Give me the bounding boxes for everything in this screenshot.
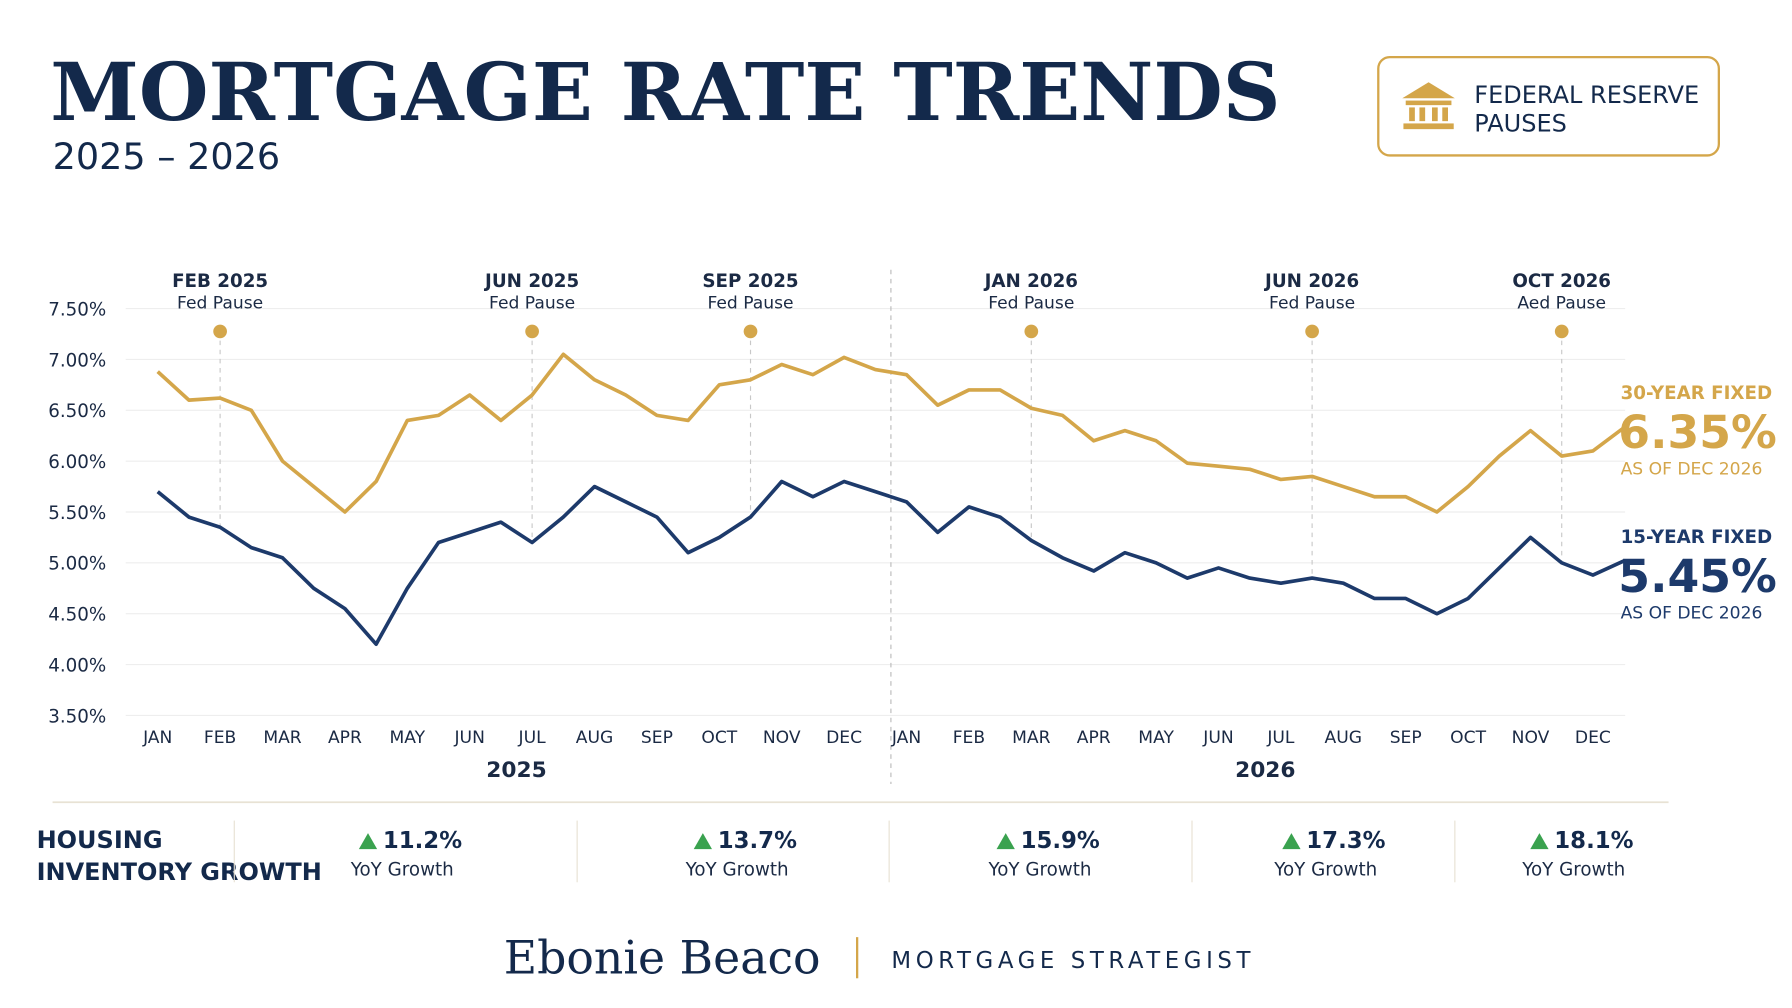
line [156, 352, 1626, 514]
y-tick-label: 5.00% [48, 554, 106, 575]
event-dot [743, 324, 758, 339]
inventory-value: 17.3% [1306, 828, 1385, 854]
x-tick-label: MAY [390, 728, 426, 748]
title: MORTGAGE RATE TRENDS [50, 45, 1280, 139]
badge-text: FEDERAL RESERVE [1474, 81, 1699, 109]
x-tick-label: JUL [1266, 728, 1295, 748]
x-tick-label: OCT [701, 728, 737, 748]
inventory-value: 18.1% [1554, 828, 1633, 854]
x-tick-label: APR [328, 728, 362, 748]
inventory-value: 15.9% [1021, 828, 1100, 854]
x-tick-label: APR [1077, 728, 1111, 748]
event-dot [1024, 324, 1039, 339]
x-tick-label: AUG [576, 728, 614, 748]
x-tick-label: DEC [826, 728, 862, 748]
y-tick-label: 4.50% [48, 605, 106, 626]
y-tick-label: 5.50% [48, 503, 106, 524]
footer-name: Ebonie Beaco [504, 932, 821, 985]
y-tick-label: 6.00% [48, 452, 106, 473]
callout-note: AS OF DEC 2026 [1621, 603, 1763, 623]
inventory-label: YoY Growth [988, 859, 1092, 880]
x-tick-label: FEB [953, 728, 985, 748]
event-sub: Fed Pause [177, 294, 263, 314]
x-tick-label: JUL [518, 728, 547, 748]
event-dot [1305, 324, 1319, 339]
event-sub: Fed Pause [707, 294, 793, 314]
x-tick-label: MAR [263, 728, 301, 748]
y-tick-label: 3.50% [48, 706, 106, 727]
y-tick-label: 7.00% [48, 350, 106, 371]
event-sub: Aed Pause [1517, 294, 1606, 314]
inventory-title: INVENTORY GROWTH [37, 858, 322, 886]
x-tick-label: FEB [204, 728, 236, 748]
up-arrow [693, 833, 712, 850]
event-label: JUN 2026 [1263, 271, 1359, 292]
event-label: JUN 2025 [483, 271, 579, 292]
up-arrow [1530, 833, 1549, 850]
y-tick-label: 6.50% [48, 401, 106, 422]
inventory-title: HOUSING [37, 826, 163, 854]
callout-value: 5.45% [1618, 550, 1777, 603]
event-sub: Fed Pause [1269, 294, 1355, 314]
up-arrow [1282, 833, 1301, 850]
x-tick-label: SEP [641, 728, 673, 748]
x-tick-label: JUN [454, 728, 485, 748]
x-tick-label: DEC [1575, 728, 1611, 748]
event-dot [525, 324, 539, 339]
y-tick-label: 4.00% [48, 655, 106, 676]
inventory-label: YoY Growth [1273, 859, 1377, 880]
x-tick-label: NOV [763, 728, 801, 748]
event-label: SEP 2025 [702, 271, 798, 292]
event-sub: Fed Pause [489, 294, 575, 314]
event-label: JAN 2026 [983, 271, 1078, 292]
subtitle: 2025 – 2026 [53, 135, 281, 178]
x-tick-label: JAN [891, 728, 921, 748]
event-label: FEB 2025 [172, 271, 268, 292]
x-tick-label: SEP [1390, 728, 1422, 748]
x-tick-label: MAR [1012, 728, 1050, 748]
year-label: 2026 [1235, 758, 1295, 783]
callout-note: AS OF DEC 2026 [1621, 459, 1763, 479]
event-label: OCT 2026 [1512, 271, 1611, 292]
callout-title: 30-YEAR FIXED [1621, 383, 1773, 404]
callout-value: 6.35% [1618, 406, 1777, 459]
x-tick-label: NOV [1512, 728, 1550, 748]
up-arrow [358, 833, 378, 850]
event-sub: Fed Pause [988, 294, 1074, 314]
inventory-value: 11.2% [383, 828, 462, 854]
event-dot [1554, 324, 1569, 339]
inventory-label: YoY Growth [1521, 859, 1625, 880]
badge-text: PAUSES [1474, 109, 1567, 137]
x-tick-label: JAN [142, 728, 172, 748]
event-dot [213, 324, 227, 339]
bank-icon [1402, 82, 1455, 130]
x-tick-label: MAY [1138, 728, 1174, 748]
badge [1377, 55, 1720, 157]
inventory-label: YoY Growth [350, 859, 454, 880]
line [156, 479, 1625, 647]
x-tick-label: AUG [1325, 728, 1363, 748]
x-tick-label: JUN [1202, 728, 1233, 748]
inventory-value: 13.7% [718, 828, 797, 854]
y-tick-label: 7.50% [48, 299, 106, 320]
footer-role: MORTGAGE STRATEGIST [891, 948, 1255, 974]
up-arrow [996, 833, 1015, 850]
year-label: 2025 [486, 758, 546, 783]
x-tick-label: OCT [1450, 728, 1486, 748]
callout-title: 15-YEAR FIXED [1621, 527, 1773, 548]
inventory-label: YoY Growth [685, 859, 789, 880]
